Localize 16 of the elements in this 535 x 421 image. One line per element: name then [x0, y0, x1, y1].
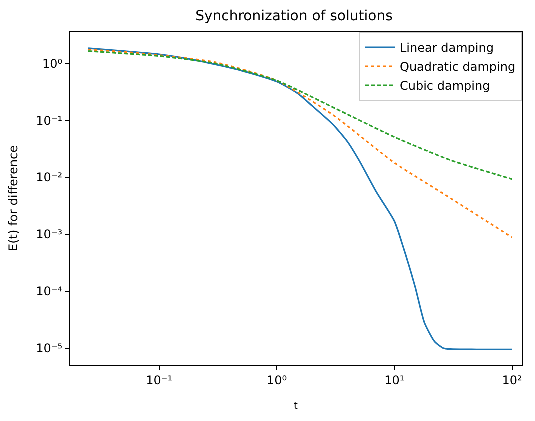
x-tick-label: 10⁰ [266, 373, 288, 388]
y-axis-title: E(t) for difference [6, 145, 20, 252]
x-tick-label: 10² [502, 373, 522, 388]
y-tick-label: 10⁻¹ [36, 114, 63, 128]
legend-label: Linear damping [400, 41, 494, 56]
y-tick-label: 10⁻⁴ [36, 284, 63, 299]
chart-title: Synchronization of solutions [196, 8, 393, 24]
y-tick-label: 10⁻⁵ [36, 342, 63, 356]
x-tick-label: 10⁻¹ [146, 373, 173, 388]
y-tick-label: 10⁰ [42, 56, 63, 71]
y-tick-label: 10⁻³ [36, 228, 63, 242]
x-axis-title: t [294, 400, 298, 412]
legend-label: Quadratic damping [400, 60, 516, 74]
x-tick-label: 10¹ [384, 373, 405, 388]
legend-label: Cubic damping [400, 79, 490, 94]
y-tick-label: 10⁻² [36, 170, 63, 185]
